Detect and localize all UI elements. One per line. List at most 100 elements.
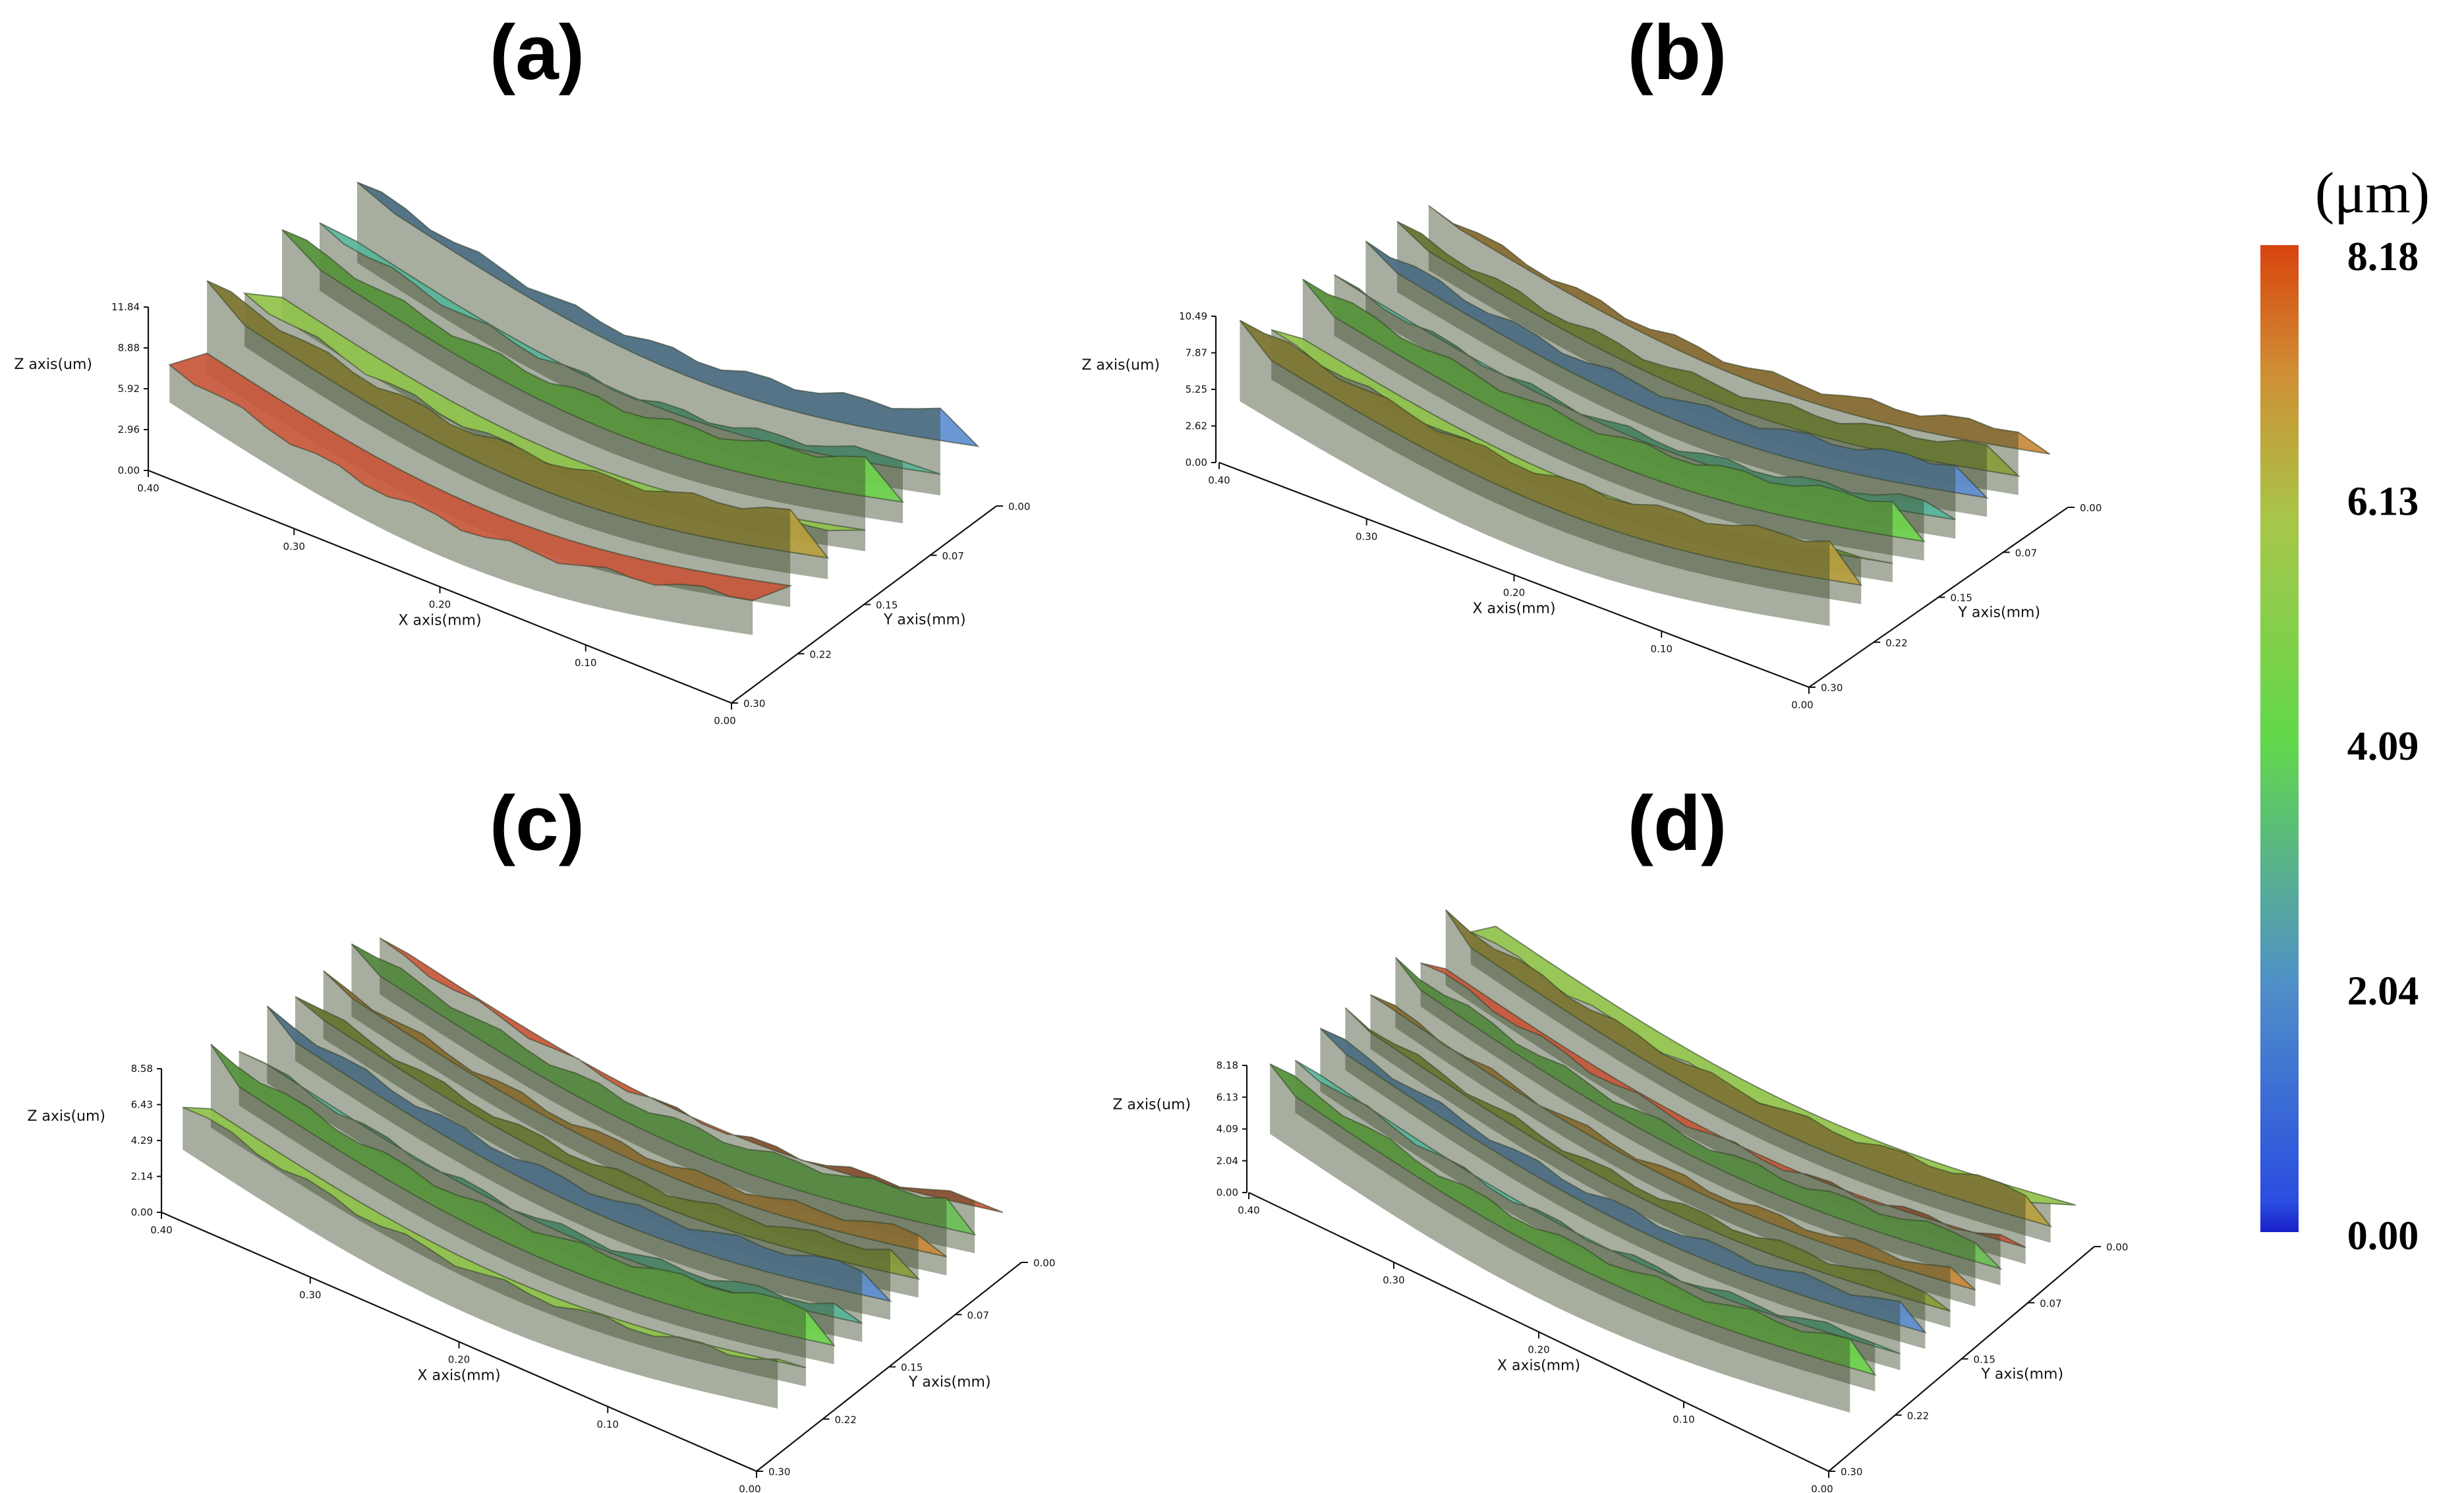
surface-ridge (1302, 278, 1926, 543)
colorbar-tick-label: 4.09 (2347, 724, 2419, 769)
surface-ridge-shadow (210, 1044, 806, 1387)
z-tick-label: 0.00 (131, 1206, 153, 1218)
x-tick-label: 0.20 (429, 599, 451, 611)
y-tick-label: 0.15 (876, 600, 898, 611)
panel-label: (a) (490, 9, 585, 96)
surface-ridge (242, 292, 866, 532)
y-tick-label: 0.07 (2015, 547, 2037, 559)
surface-ridge-shadow (1302, 279, 1893, 582)
z-tick-label: 0.00 (1217, 1187, 1238, 1198)
colorbar: (μm) 8.18 6.13 4.09 2.04 0.00 (2260, 161, 2430, 1258)
surface (168, 181, 980, 635)
surface-ridge (210, 1043, 836, 1347)
y-tick-label: 0.22 (810, 648, 832, 660)
panel-a: (a) 0.40 0.30 0.20 0.10 0.00 X axis(mm) 0.00 0.0… (14, 9, 1030, 727)
x-tick-label: 0.10 (1673, 1413, 1694, 1425)
x-tick-label: 0.00 (1791, 699, 1813, 711)
panel-label: (d) (1628, 780, 1727, 867)
y-tick-label: 0.00 (1033, 1257, 1055, 1269)
surface-ridge (1334, 274, 1956, 521)
surface-ridge-shadow (351, 944, 947, 1276)
x-tick-label: 0.40 (1238, 1204, 1259, 1216)
x-tick-label: 0.20 (1528, 1344, 1549, 1356)
z-tick-label: 0.00 (1186, 457, 1207, 468)
y-tick-label: 0.30 (1841, 1466, 1862, 1478)
panel-label: (c) (490, 780, 585, 867)
z-tick-label: 2.96 (118, 424, 140, 436)
z-tick-label: 2.62 (1186, 420, 1207, 432)
z-tick-label: 2.14 (131, 1171, 153, 1183)
x-tick-label: 0.20 (448, 1354, 470, 1366)
surface-ridge-shadow (1240, 320, 1830, 627)
y-axis-title: Y axis(mm) (908, 1374, 991, 1391)
y-tick-label: 0.15 (901, 1362, 923, 1374)
surface-ridge-shadow (1445, 909, 2026, 1264)
x-axis-title: X axis(mm) (398, 613, 481, 629)
colorbar-unit: (μm) (2315, 161, 2430, 225)
x-tick-label: 0.10 (1651, 643, 1673, 655)
x-tick-label: 0.00 (1811, 1483, 1833, 1493)
z-tick-label: 6.13 (1217, 1091, 1238, 1103)
surface-ridge (1445, 909, 2053, 1228)
surface-ridge (168, 352, 793, 602)
x-tick-label: 0.30 (299, 1289, 321, 1301)
surface-ridge-shadow (323, 971, 919, 1298)
surface (1239, 205, 2051, 627)
z-tick-label: 10.49 (1179, 310, 1207, 322)
y-tick-label: 0.07 (2040, 1297, 2061, 1309)
surface-ridge-shadow (1370, 994, 1951, 1328)
surface-ridge (206, 280, 830, 559)
colorbar-gradient (2260, 245, 2299, 1232)
z-tick-label: 7.87 (1186, 347, 1207, 359)
y-tick-label: 0.07 (942, 550, 964, 562)
surface-ridge (1344, 1007, 1951, 1312)
x-axis-title: X axis(mm) (417, 1368, 500, 1384)
surface-ridge (379, 937, 1004, 1214)
z-tick-label: 8.18 (1217, 1059, 1238, 1071)
x-tick-label: 0.10 (597, 1419, 619, 1430)
panel-d: (d) 0.40 0.30 0.20 0.10 0.00 X axis(mm) 0.00 0.0… (1112, 780, 2128, 1493)
y-tick-label: 0.15 (1974, 1354, 1995, 1366)
y-tick-label: 0.00 (2080, 502, 2102, 514)
colorbar-tick-label: 0.00 (2347, 1214, 2419, 1258)
surface-ridge (1365, 240, 1989, 499)
surface-ridge-shadow (1395, 957, 1976, 1307)
y-tick-label: 0.15 (1951, 592, 1972, 604)
surface-ridge (182, 1106, 807, 1368)
surface-ridge (1394, 957, 2003, 1270)
z-axis-title: Z axis(um) (14, 356, 92, 373)
y-axis-title: Y axis(mm) (883, 612, 966, 629)
surface-ridge (323, 970, 948, 1258)
surface-ridge-shadow (1397, 221, 1987, 517)
x-tick-label: 0.30 (283, 540, 305, 552)
z-tick-label: 5.92 (118, 383, 140, 395)
surface-ridge (1420, 962, 2026, 1249)
z-tick-label: 5.25 (1186, 383, 1207, 395)
x-tick-label: 0.00 (714, 715, 735, 727)
y-tick-label: 0.00 (2106, 1241, 2128, 1253)
z-tick-label: 8.58 (131, 1063, 153, 1075)
y-tick-label: 0.00 (1008, 501, 1030, 513)
surface-ridge (1396, 221, 2020, 477)
surface-ridge-shadow (1428, 206, 2019, 495)
z-tick-label: 8.88 (118, 342, 140, 354)
surface-ridge-shadow (357, 182, 940, 495)
x-tick-label: 0.20 (1503, 587, 1525, 599)
panel-label: (b) (1628, 9, 1727, 96)
surface-ridge (239, 1050, 863, 1324)
y-tick-label: 0.07 (967, 1309, 989, 1321)
surface-ridge (1294, 1059, 1901, 1355)
colorbar-tick-label: 8.18 (2347, 235, 2419, 279)
z-axis-title: Z axis(um) (1112, 1097, 1191, 1113)
y-tick-label: 0.22 (835, 1414, 857, 1426)
y-tick-label: 0.22 (1885, 637, 1907, 649)
surface-ridge-shadow (1270, 1063, 1850, 1413)
surface-ridge-shadow (282, 229, 865, 551)
surface-ridge-shadow (1320, 1028, 1901, 1370)
x-tick-label: 0.30 (1356, 530, 1377, 542)
colorbar-tick-label: 6.13 (2347, 480, 2419, 524)
surface-ridge (281, 229, 905, 503)
x-tick-label: 0.00 (739, 1483, 760, 1493)
panel-c: (c) 0.40 0.30 0.20 0.10 0.00 X axis(mm) 0.00 0.0… (27, 780, 1055, 1493)
